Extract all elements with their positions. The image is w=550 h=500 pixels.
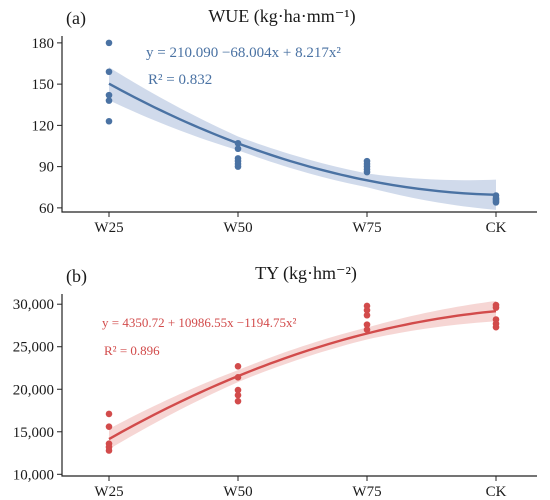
y-tick-label: 15,000 [13,425,54,441]
y-tick-label: 180 [32,36,55,52]
x-tick-label: CK [486,484,507,500]
y-tick-label: 60 [39,201,54,217]
data-point-14 [363,321,371,328]
data-point-10 [234,397,242,405]
panel-b-axes [61,294,537,477]
data-point-17 [492,304,500,311]
data-point-2 [105,423,113,430]
y-tick-label: 20,000 [13,382,54,398]
y-tick-label: 25,000 [13,340,54,356]
panel-b-points [105,301,500,454]
y-tick-label: 150 [32,77,55,93]
data-point-6 [234,139,242,147]
x-tick-label: W50 [223,484,252,500]
fit-line [108,309,497,441]
panel-b-y-ticks: 10,000 15,000 20,000 25,000 30,000 [13,297,62,483]
panel-a-equation: y = 210.090 −68.004x + 8.217x² [146,45,341,61]
data-point-13 [363,311,371,319]
data-point-15 [363,326,371,334]
fit-line [108,82,497,196]
panel-b-label: (b) [66,266,87,287]
data-point-16 [363,168,371,176]
x-tick-label: W50 [223,220,252,236]
panel-b: (b) TY (kg·hm⁻²) 10,000 15,000 20,000 25,00… [13,263,537,500]
data-point-11 [234,163,242,170]
data-point-21 [492,199,500,206]
data-point-7 [234,374,242,381]
data-point-6 [234,362,242,370]
panel-a: (a) WUE (kg·ha·mm⁻¹) 60 90 120 150 180 W25 W5… [32,6,537,236]
data-point-8 [234,386,242,394]
x-tick-label: W25 [94,484,123,500]
panel-a-points [105,39,500,206]
panel-a-axes [61,36,537,213]
data-point-4 [105,97,113,104]
data-point-9 [234,391,242,399]
panel-b-r2: R² = 0.896 [104,343,160,358]
panel-a-y-ticks: 60 90 120 150 180 [32,36,62,217]
y-tick-label: 90 [39,160,54,176]
panel-a-ci-band [109,67,496,210]
x-tick-label: W75 [352,220,381,236]
data-point-5 [105,117,113,125]
panel-a-fit-line [108,82,497,196]
data-point-1 [105,39,113,47]
data-point-5 [105,447,113,454]
panel-a-x-ticks: W25 W50 W75 CK [94,212,507,236]
panel-a-r2: R² = 0.832 [148,72,212,88]
panel-a-label: (a) [66,8,86,29]
panel-b-title: TY (kg·hm⁻²) [255,263,357,284]
data-point-12 [363,306,371,314]
panel-b-fit-line [108,309,497,441]
data-point-20 [492,323,500,331]
y-tick-label: 30,000 [13,297,54,313]
panel-b-equation: y = 4350.72 + 10986.55x −1194.75x² [102,315,297,330]
y-tick-label: 120 [32,118,55,134]
panel-b-x-ticks: W25 W50 W75 CK [94,476,507,500]
x-tick-label: W25 [94,220,123,236]
data-point-7 [234,145,242,153]
y-tick-label: 10,000 [13,467,54,483]
ci-band [109,67,496,210]
data-point-3 [105,91,113,99]
x-tick-label: CK [486,220,507,236]
data-point-2 [105,68,113,76]
x-tick-label: W75 [352,484,381,500]
panel-a-title: WUE (kg·ha·mm⁻¹) [208,6,355,27]
data-point-1 [105,410,113,418]
